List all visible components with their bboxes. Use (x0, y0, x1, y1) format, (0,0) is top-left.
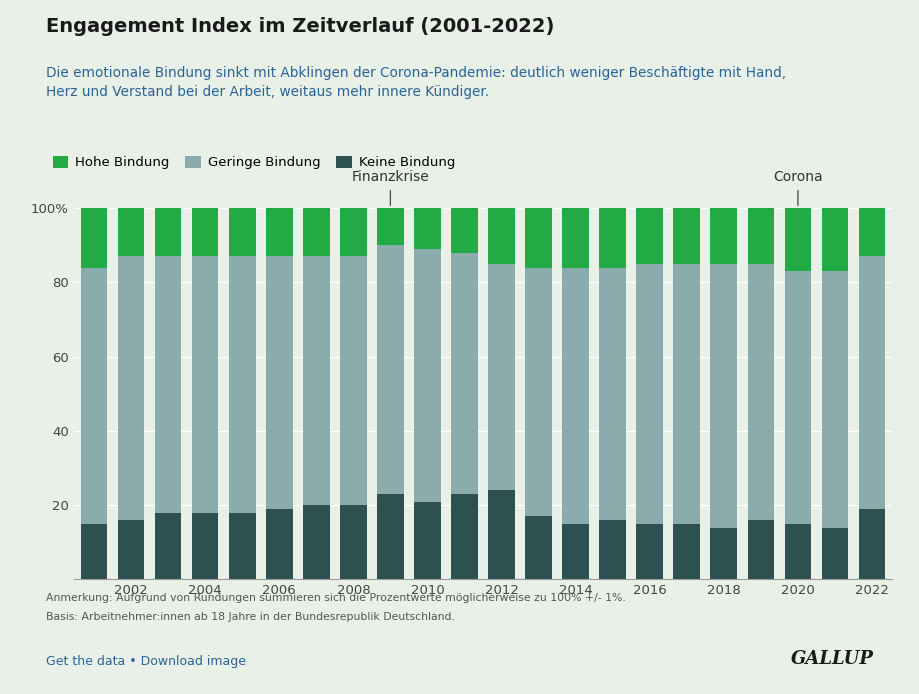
Bar (747, 520, 774, 579)
Bar (821, 271, 847, 527)
Bar (562, 268, 588, 524)
Bar (191, 513, 218, 579)
Bar (340, 257, 367, 505)
Bar (302, 208, 329, 257)
Bar (414, 502, 440, 579)
Bar (118, 257, 144, 520)
Bar (747, 264, 774, 520)
Bar (414, 208, 440, 249)
Text: Corona: Corona (772, 170, 822, 184)
Text: Get the data • Download image: Get the data • Download image (46, 654, 245, 668)
Bar (154, 257, 181, 513)
Bar (377, 494, 403, 579)
Bar (266, 509, 292, 579)
Bar (821, 208, 847, 271)
Bar (191, 257, 218, 513)
Bar (709, 527, 736, 579)
Bar (377, 208, 403, 245)
Bar (229, 208, 255, 257)
Bar (229, 513, 255, 579)
Bar (266, 208, 292, 257)
Text: Die emotionale Bindung sinkt mit Abklingen der Corona-Pandemie: deutlich weniger: Die emotionale Bindung sinkt mit Abkling… (46, 66, 785, 99)
Bar (81, 268, 108, 524)
Bar (377, 245, 403, 494)
Bar (191, 208, 218, 257)
Bar (266, 257, 292, 509)
Bar (450, 253, 477, 494)
Bar (636, 264, 663, 524)
Bar (784, 524, 811, 579)
Text: Engagement Index im Zeitverlauf (2001-2022): Engagement Index im Zeitverlauf (2001-20… (46, 17, 554, 36)
Bar (81, 208, 108, 268)
Bar (450, 208, 477, 253)
Bar (525, 516, 551, 579)
Bar (636, 208, 663, 264)
Bar (340, 505, 367, 579)
Bar (747, 208, 774, 264)
Bar (414, 249, 440, 502)
Bar (857, 208, 884, 257)
Bar (488, 491, 515, 579)
Bar (821, 527, 847, 579)
Text: GALLUP: GALLUP (790, 650, 873, 668)
Bar (525, 208, 551, 268)
Bar (229, 257, 255, 513)
Bar (673, 264, 699, 524)
Bar (562, 208, 588, 268)
Bar (784, 208, 811, 271)
Bar (118, 208, 144, 257)
Bar (598, 268, 625, 520)
Bar (525, 268, 551, 516)
Bar (562, 524, 588, 579)
Legend: Hohe Bindung, Geringe Bindung, Keine Bindung: Hohe Bindung, Geringe Bindung, Keine Bin… (52, 156, 454, 169)
Bar (709, 264, 736, 527)
Bar (302, 257, 329, 505)
Bar (598, 208, 625, 268)
Bar (154, 513, 181, 579)
Bar (709, 208, 736, 264)
Bar (857, 509, 884, 579)
Bar (340, 208, 367, 257)
Bar (598, 520, 625, 579)
Bar (673, 524, 699, 579)
Bar (488, 264, 515, 491)
Bar (450, 494, 477, 579)
Bar (118, 520, 144, 579)
Bar (81, 524, 108, 579)
Bar (488, 208, 515, 264)
Bar (673, 208, 699, 264)
Text: Finanzkrise: Finanzkrise (351, 170, 429, 184)
Bar (636, 524, 663, 579)
Bar (784, 271, 811, 524)
Text: Anmerkung: Aufgrund von Rundungen summieren sich die Prozentwerte möglicherweise: Anmerkung: Aufgrund von Rundungen summie… (46, 593, 625, 603)
Bar (857, 257, 884, 509)
Bar (302, 505, 329, 579)
Bar (154, 208, 181, 257)
Text: Basis: Arbeitnehmer:innen ab 18 Jahre in der Bundesrepublik Deutschland.: Basis: Arbeitnehmer:innen ab 18 Jahre in… (46, 612, 454, 622)
